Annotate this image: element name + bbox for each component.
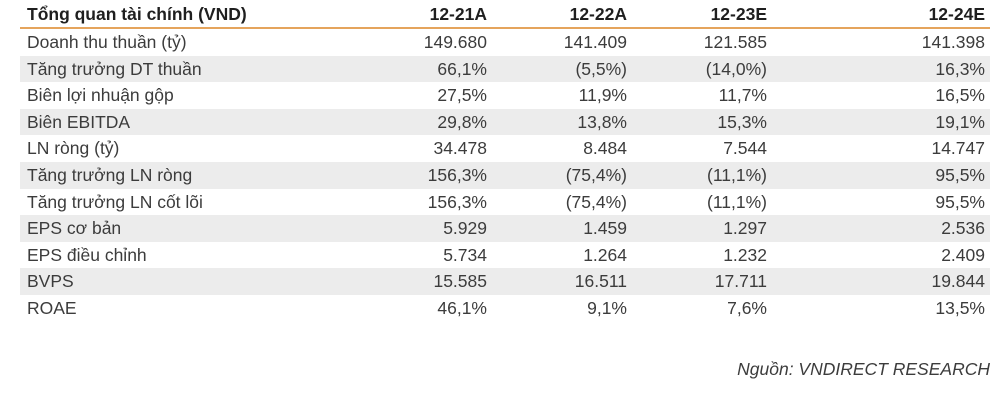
row-label: ROAE	[27, 297, 77, 318]
cell-value: (75,4%)	[487, 161, 627, 189]
cell-value: 19,1%	[767, 108, 990, 136]
cell-value: 14.747	[931, 138, 985, 159]
table-row-net-profit-growth: Tăng trưởng LN ròng 156,3% (75,4%) (11,1…	[20, 161, 990, 189]
cell-value: 13,5%	[935, 297, 985, 318]
table-row-gross-margin: Biên lợi nhuận gộp 27,5% 11,9% 11,7% 16,…	[20, 82, 990, 109]
cell-value: 17.711	[627, 268, 767, 295]
row-label: Biên lợi nhuận gộp	[27, 85, 174, 106]
source-attribution: Nguồn: VNDIRECT RESEARCH	[737, 358, 990, 379]
cell-value: (11,1%)	[707, 191, 767, 212]
cell-value: 16.511	[487, 268, 627, 295]
row-label: Biên EBITDA	[20, 108, 350, 136]
financial-overview-table: Tổng quan tài chính (VND) 12-21A 12-22A …	[20, 2, 990, 322]
cell-value: 7.544	[723, 138, 767, 159]
cell-value: 5.734	[443, 244, 487, 265]
table-row-basic-eps: EPS cơ bản 5.929 1.459 1.297 2.536	[20, 215, 990, 242]
cell-value: 141.398	[921, 32, 985, 52]
column-header-12-24E: 12-24E	[767, 2, 990, 29]
table-row-adjusted-eps: EPS điều chỉnh 5.734 1.264 1.232 2.409	[20, 242, 990, 269]
cell-value: 95,5%	[935, 191, 985, 212]
cell-value: 8.484	[583, 138, 627, 159]
cell-value: 1.459	[487, 215, 627, 242]
cell-value: 5.929	[350, 215, 487, 242]
row-label: Doanh thu thuần (tỷ)	[27, 32, 187, 52]
cell-value: (75,4%)	[565, 191, 627, 212]
cell-value: 149.680	[423, 32, 487, 52]
table-header-row: Tổng quan tài chính (VND) 12-21A 12-22A …	[20, 2, 990, 29]
row-label: Tăng trưởng LN cốt lõi	[27, 191, 203, 212]
table-row-ebitda-margin: Biên EBITDA 29,8% 13,8% 15,3% 19,1%	[20, 108, 990, 136]
cell-value: (5,5%)	[487, 55, 627, 83]
cell-value: 9,1%	[587, 297, 627, 318]
cell-value: (14,0%)	[627, 55, 767, 83]
cell-value: 19.844	[767, 268, 990, 295]
column-header-12-22A: 12-22A	[487, 2, 627, 29]
cell-value: 2.409	[941, 244, 985, 265]
cell-value: 1.264	[583, 244, 627, 265]
cell-value: 156,3%	[427, 191, 487, 212]
cell-value: 16,5%	[935, 85, 985, 106]
cell-value: 15,3%	[627, 108, 767, 136]
table-row-net-revenue: Doanh thu thuần (tỷ) 149.680 141.409 121…	[20, 28, 990, 56]
cell-value: 15.585	[350, 268, 487, 295]
cell-value: 1.297	[627, 215, 767, 242]
cell-value: 141.409	[563, 32, 627, 52]
row-label: Tăng trưởng LN ròng	[20, 161, 350, 189]
cell-value: 1.232	[723, 244, 767, 265]
cell-value: 121.585	[703, 32, 767, 52]
table-title: Tổng quan tài chính (VND)	[20, 2, 350, 29]
column-header-12-21A: 12-21A	[350, 2, 487, 29]
cell-value: 46,1%	[437, 297, 487, 318]
row-label: BVPS	[20, 268, 350, 295]
cell-value: 34.478	[433, 138, 487, 159]
row-label: Tăng trưởng DT thuần	[20, 55, 350, 83]
row-label: EPS cơ bản	[20, 215, 350, 242]
table-row-net-profit: LN ròng (tỷ) 34.478 8.484 7.544 14.747	[20, 135, 990, 162]
cell-value: 11,9%	[578, 85, 627, 106]
cell-value: 16,3%	[767, 55, 990, 83]
cell-value: 11,7%	[718, 85, 767, 106]
cell-value: 27,5%	[437, 85, 487, 106]
table-row-core-profit-growth: Tăng trưởng LN cốt lõi 156,3% (75,4%) (1…	[20, 189, 990, 216]
row-label: LN ròng (tỷ)	[27, 138, 120, 159]
cell-value: 2.536	[767, 215, 990, 242]
table-row-bvps: BVPS 15.585 16.511 17.711 19.844	[20, 268, 990, 295]
cell-value: 66,1%	[350, 55, 487, 83]
cell-value: 156,3%	[350, 161, 487, 189]
table-row-revenue-growth: Tăng trưởng DT thuần 66,1% (5,5%) (14,0%…	[20, 55, 990, 83]
cell-value: 13,8%	[487, 108, 627, 136]
cell-value: (11,1%)	[627, 161, 767, 189]
row-label: EPS điều chỉnh	[27, 244, 147, 265]
cell-value: 95,5%	[767, 161, 990, 189]
cell-value: 29,8%	[350, 108, 487, 136]
table-row-roae: ROAE 46,1% 9,1% 7,6% 13,5%	[20, 295, 990, 322]
column-header-12-23E: 12-23E	[627, 2, 767, 29]
cell-value: 7,6%	[727, 297, 767, 318]
